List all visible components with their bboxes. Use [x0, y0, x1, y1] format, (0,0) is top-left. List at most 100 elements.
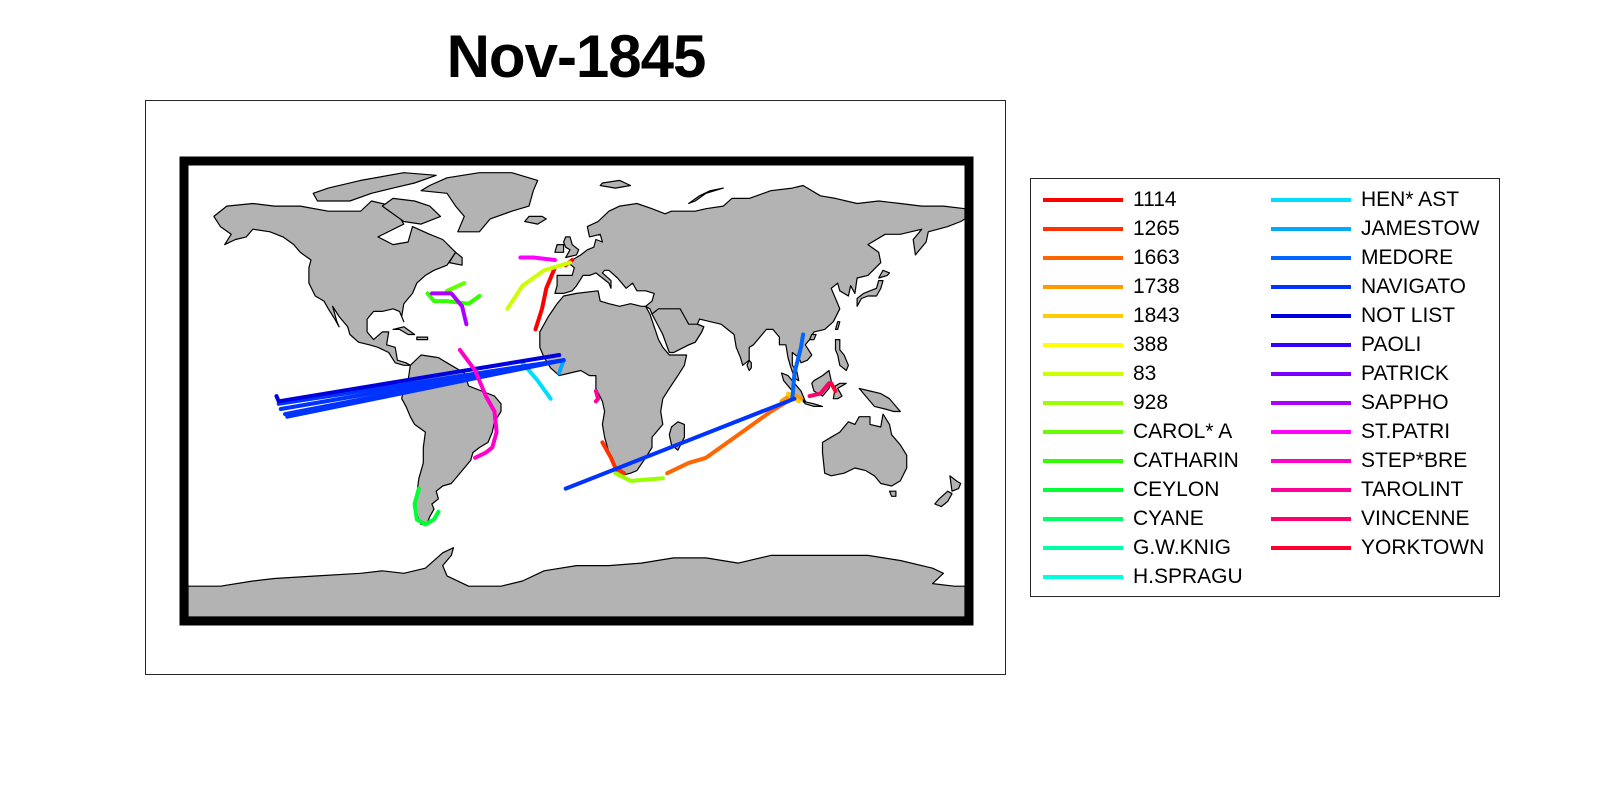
legend-entry: STEP*BRE — [1271, 448, 1467, 474]
landmass-hispaniola — [416, 336, 429, 341]
landmass-sulawesi — [832, 382, 847, 400]
legend-label: CAROL* A — [1133, 420, 1233, 443]
landmass-arctic-islands — [312, 172, 437, 202]
legend-label: SAPPHO — [1361, 391, 1449, 414]
track-medore — [790, 332, 806, 401]
track-catharin — [425, 291, 482, 306]
legend-label: H.SPRAGU — [1133, 565, 1243, 588]
legend-swatch — [1271, 546, 1351, 550]
legend-entry: TAROLINT — [1271, 477, 1463, 503]
legend-swatch — [1271, 343, 1351, 347]
legend-swatch — [1043, 488, 1123, 492]
landmass-novaya-zemlya — [688, 187, 724, 205]
legend-swatch — [1271, 430, 1351, 434]
legend-label: STEP*BRE — [1361, 449, 1468, 472]
map-axes-box — [145, 100, 1006, 675]
legend-entry: NAVIGATO — [1271, 274, 1466, 300]
legend-swatch — [1271, 256, 1351, 260]
landmass-taiwan — [834, 321, 841, 330]
legend-entry: VINCENNE — [1271, 506, 1470, 532]
legend-swatch — [1043, 430, 1123, 434]
legend-swatch — [1271, 401, 1351, 405]
tracks-layer — [274, 255, 838, 527]
landmass-antarctica — [187, 547, 966, 618]
landmass-africa — [539, 290, 688, 477]
legend-entry: ST.PATRI — [1271, 419, 1450, 445]
legend-label: 1663 — [1133, 246, 1180, 269]
legend-entry: YORKTOWN — [1271, 535, 1484, 561]
landmass-newfoundland — [448, 251, 463, 266]
landmass-philippines — [834, 339, 849, 372]
landmass-new-zealand-s — [934, 490, 953, 508]
legend-label: PATRICK — [1361, 362, 1449, 385]
legend-entry: JAMESTOW — [1271, 216, 1480, 242]
legend: 1114 1265 1663 1738 1843 388 83 928 CAROL* A CATH… — [1030, 178, 1500, 597]
legend-label: 928 — [1133, 391, 1169, 414]
legend-label: VINCENNE — [1361, 507, 1470, 530]
legend-label: 388 — [1133, 333, 1169, 356]
legend-entry: 928 — [1043, 390, 1168, 416]
legend-label: NOT LIST — [1361, 304, 1456, 327]
landmass-hokkaido — [878, 269, 891, 279]
legend-label: CEYLON — [1133, 478, 1220, 501]
legend-entry: 1663 — [1043, 245, 1180, 271]
legend-label: 1114 — [1133, 188, 1177, 211]
legend-swatch — [1043, 343, 1123, 347]
track-vincenne — [807, 381, 831, 399]
landmass-sri-lanka — [746, 359, 752, 372]
legend-swatch — [1271, 459, 1351, 463]
landmass-british-isles — [563, 236, 580, 259]
landmass-hainan — [809, 333, 817, 341]
legend-entry: 1843 — [1043, 303, 1180, 329]
chart-title: Nov-1845 — [446, 23, 707, 90]
landmass-japan — [856, 280, 884, 307]
legend-entry: SAPPHO — [1271, 390, 1449, 416]
legend-entry: 388 — [1043, 332, 1168, 358]
legend-entry: 1738 — [1043, 274, 1180, 300]
legend-label: HEN* AST — [1361, 188, 1460, 211]
legend-swatch — [1043, 546, 1123, 550]
legend-label: CATHARIN — [1133, 449, 1239, 472]
legend-swatch — [1043, 198, 1123, 202]
legend-label: MEDORE — [1361, 246, 1454, 269]
landmass-new-guinea — [858, 387, 901, 413]
landmass-svalbard — [599, 179, 632, 189]
legend-entry: CEYLON — [1043, 477, 1219, 503]
landmass-south-america — [401, 354, 502, 526]
legend-swatch — [1043, 517, 1123, 521]
legend-swatch — [1043, 459, 1123, 463]
legend-label: ST.PATRI — [1361, 420, 1451, 443]
legend-swatch — [1271, 372, 1351, 376]
legend-entry: PAOLI — [1271, 332, 1421, 358]
world-map — [179, 156, 974, 626]
legend-entry: MEDORE — [1271, 245, 1453, 271]
track-928 — [613, 471, 665, 483]
legend-swatch — [1043, 256, 1123, 260]
legend-label: NAVIGATO — [1361, 275, 1467, 298]
legend-label: 1843 — [1133, 304, 1180, 327]
legend-swatch — [1043, 314, 1123, 318]
legend-label: CYANE — [1133, 507, 1204, 530]
legend-entry: G.W.KNIG — [1043, 535, 1231, 561]
legend-swatch — [1271, 198, 1351, 202]
landmass-iceland — [524, 215, 547, 225]
legend-swatch — [1271, 285, 1351, 289]
land-layer — [187, 172, 966, 618]
landmass-australia — [821, 413, 908, 487]
legend-label: PAOLI — [1361, 333, 1422, 356]
legend-entry: CAROL* A — [1043, 419, 1232, 445]
track-yorktown — [829, 381, 838, 393]
legend-label: TAROLINT — [1361, 478, 1464, 501]
landmass-greenland — [420, 172, 539, 233]
track-83 — [505, 260, 572, 311]
legend-swatch — [1271, 314, 1351, 318]
legend-swatch — [1271, 517, 1351, 521]
legend-entry: 1265 — [1043, 216, 1180, 242]
legend-swatch — [1043, 285, 1123, 289]
landmass-arabia-gap-fix — [651, 308, 705, 354]
landmass-tasmania — [888, 490, 897, 497]
legend-label: YORKTOWN — [1361, 536, 1485, 559]
track-1114 — [533, 265, 557, 332]
track-sappho — [429, 291, 469, 327]
legend-swatch — [1271, 227, 1351, 231]
